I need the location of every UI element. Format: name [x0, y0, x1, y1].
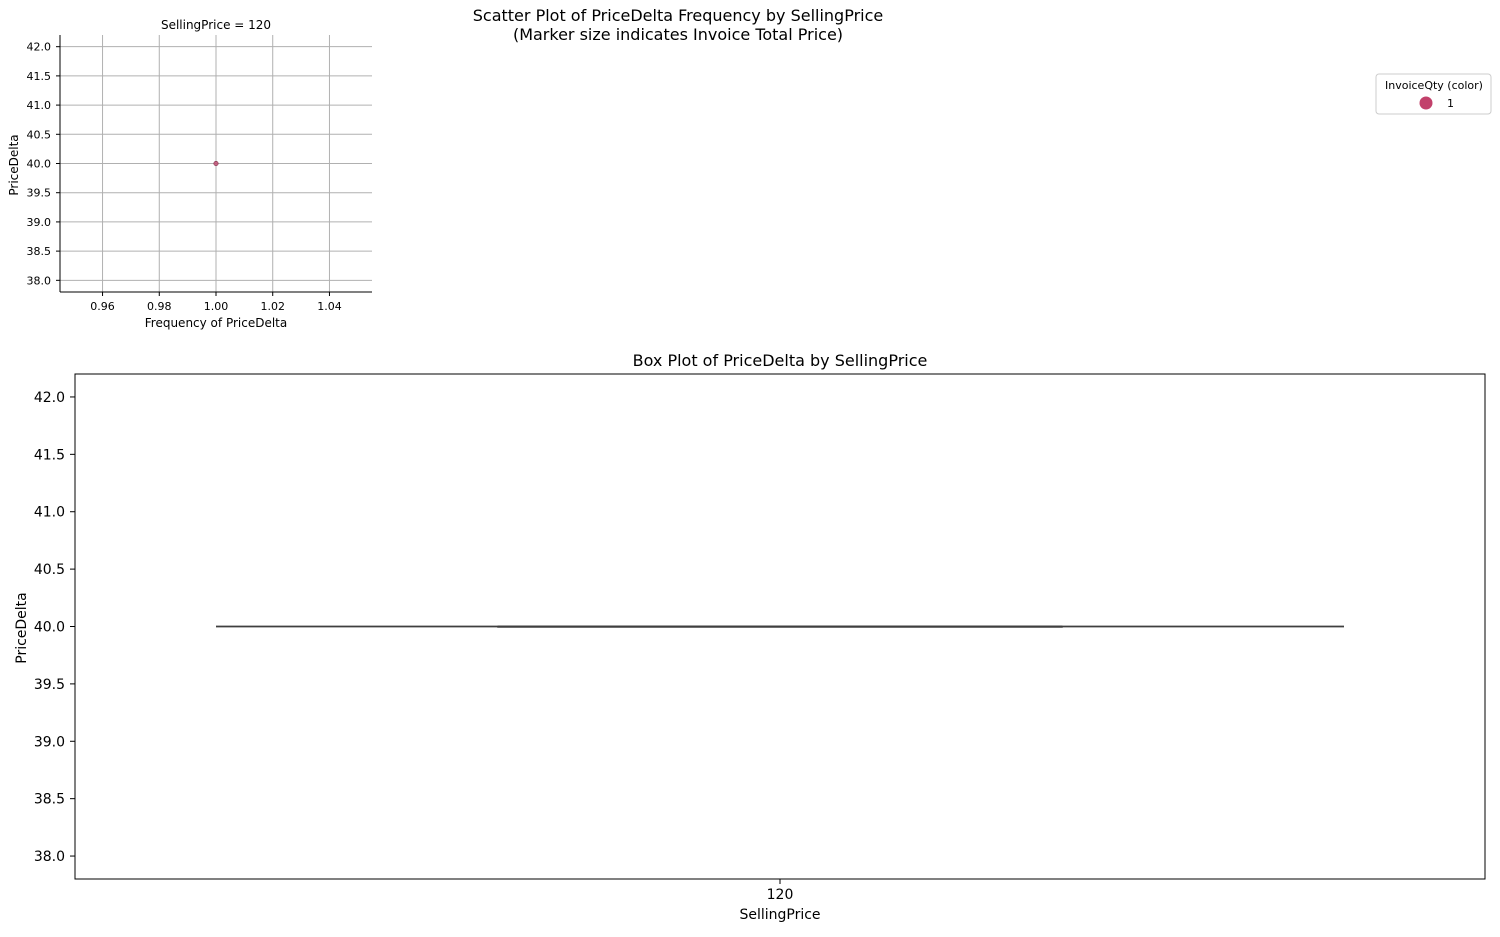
box-y-tick-label: 38.0 — [34, 849, 65, 865]
box-y-tick-label: 42.0 — [34, 390, 65, 406]
figure-title-line1: Scatter Plot of PriceDelta Frequency by … — [473, 6, 883, 25]
figure-title-line2: (Marker size indicates Invoice Total Pri… — [513, 25, 843, 44]
scatter-subplot: SellingPrice = 120 0.96 0.98 1.00 1.02 1.04 … — [7, 18, 372, 330]
box-y-tick-label: 39.0 — [34, 734, 65, 750]
scatter-x-label: Frequency of PriceDelta — [145, 316, 287, 330]
scatter-x-tick-label: 0.98 — [147, 300, 172, 313]
legend-marker — [1419, 96, 1433, 110]
box-elements — [216, 625, 1344, 628]
scatter-x-tick-label: 1.02 — [260, 300, 285, 313]
legend: InvoiceQty (color) 1 — [1375, 73, 1492, 115]
scatter-y-tick-label: 39.5 — [27, 187, 52, 200]
scatter-grid — [60, 35, 372, 292]
box-y-label: PriceDelta — [14, 592, 30, 664]
scatter-y-ticks: 38.0 38.5 39.0 39.5 40.0 40.5 41.0 41.5 42.0 — [27, 41, 60, 287]
box-y-ticks: 38.0 38.5 39.0 39.5 40.0 40.5 41.0 41.5 42.0 — [34, 390, 75, 865]
box-x-ticks: 120 — [767, 879, 794, 903]
box-x-label: SellingPrice — [739, 907, 820, 923]
scatter-y-tick-label: 38.0 — [27, 274, 52, 287]
scatter-x-tick-label: 0.96 — [90, 300, 115, 313]
box-subplot: Box Plot of PriceDelta by SellingPrice 3… — [14, 351, 1486, 923]
scatter-x-tick-label: 1.04 — [317, 300, 342, 313]
scatter-y-label: PriceDelta — [7, 134, 21, 195]
scatter-y-tick-label: 41.5 — [27, 70, 52, 83]
box-y-tick-label: 41.5 — [34, 447, 65, 463]
scatter-y-tick-label: 40.5 — [27, 128, 52, 141]
scatter-y-tick-label: 39.0 — [27, 216, 52, 229]
box-y-tick-label: 39.5 — [34, 677, 65, 693]
scatter-x-ticks: 0.96 0.98 1.00 1.02 1.04 — [90, 292, 342, 313]
scatter-x-tick-label: 1.00 — [204, 300, 229, 313]
box-y-tick-label: 41.0 — [34, 505, 65, 521]
scatter-title: SellingPrice = 120 — [161, 18, 271, 32]
scatter-point — [213, 161, 219, 167]
box-y-tick-label: 38.5 — [34, 792, 65, 808]
scatter-y-tick-label: 40.0 — [27, 158, 52, 171]
box-title: Box Plot of PriceDelta by SellingPrice — [633, 351, 928, 370]
scatter-points — [213, 161, 219, 167]
legend-title: InvoiceQty (color) — [1385, 79, 1483, 92]
scatter-y-tick-label: 41.0 — [27, 99, 52, 112]
legend-frame — [1375, 73, 1492, 115]
legend-label: 1 — [1447, 97, 1454, 110]
box-y-tick-label: 40.5 — [34, 562, 65, 578]
scatter-y-tick-label: 38.5 — [27, 245, 52, 258]
scatter-y-tick-label: 42.0 — [27, 41, 52, 54]
box-y-tick-label: 40.0 — [34, 620, 65, 636]
box-x-tick-label: 120 — [767, 887, 794, 903]
